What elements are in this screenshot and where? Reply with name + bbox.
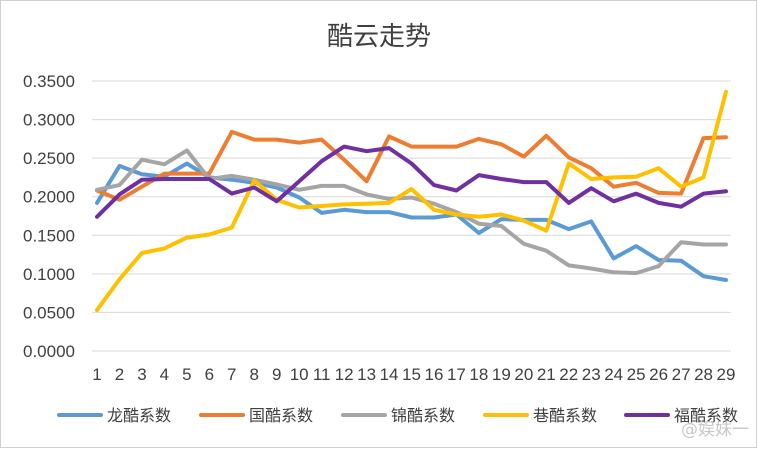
legend-label: 巷酷系数 <box>533 406 597 425</box>
legend-label: 福酷系数 <box>674 406 738 425</box>
x-tick-label: 18 <box>469 365 488 384</box>
x-tick-label: 6 <box>205 365 214 384</box>
x-tick-label: 7 <box>227 365 236 384</box>
series-lines <box>95 89 728 313</box>
x-tick-label: 17 <box>447 365 466 384</box>
x-tick-label: 15 <box>402 365 421 384</box>
x-tick-label: 10 <box>290 365 309 384</box>
x-axis-ticks: 1 2 3 4 5 6 7 8 9 10 11 12 13 14 15 16 17 18 19 20 21 22 23 24 2… <box>92 365 735 384</box>
y-tick-label: 0.3500 <box>23 72 75 91</box>
x-tick-label: 1 <box>92 365 101 384</box>
x-tick-label: 3 <box>137 365 146 384</box>
x-tick-label: 21 <box>537 365 556 384</box>
series-line-2 <box>95 129 728 202</box>
x-tick-label: 2 <box>115 365 124 384</box>
x-tick-label: 5 <box>182 365 191 384</box>
watermark: @娱妹一 <box>681 420 749 440</box>
x-tick-label: 27 <box>672 365 691 384</box>
x-tick-label: 14 <box>380 365 399 384</box>
x-tick-label: 20 <box>514 365 533 384</box>
x-tick-label: 22 <box>559 365 578 384</box>
y-tick-label: 0.2500 <box>23 149 75 168</box>
y-tick-label: 0.0500 <box>23 303 75 322</box>
x-tick-label: 12 <box>335 365 354 384</box>
x-tick-label: 8 <box>250 365 259 384</box>
x-tick-label: 29 <box>717 365 736 384</box>
legend-label: 锦酷系数 <box>391 406 455 425</box>
x-tick-label: 26 <box>649 365 668 384</box>
x-tick-label: 19 <box>492 365 511 384</box>
series-line-5 <box>95 144 728 219</box>
x-tick-label: 16 <box>425 365 444 384</box>
series-line-4 <box>95 89 728 313</box>
x-tick-label: 9 <box>272 365 281 384</box>
y-tick-label: 0.0000 <box>23 342 75 361</box>
x-tick-label: 24 <box>604 365 623 384</box>
x-tick-label: 11 <box>313 365 331 384</box>
x-tick-label: 28 <box>694 365 713 384</box>
legend-label: 国酷系数 <box>249 406 313 425</box>
x-tick-label: 13 <box>357 365 376 384</box>
legend: 龙酷系数 国酷系数 锦酷系数 巷酷系数 福酷系数 <box>57 406 738 425</box>
y-tick-label: 0.1500 <box>23 226 75 245</box>
y-axis-ticks: 0.0000 0.0500 0.1000 0.1500 0.2000 0.2500 0.30… <box>23 72 75 361</box>
chart-title: 酷云走势 <box>327 22 431 52</box>
y-tick-label: 0.2000 <box>23 188 75 207</box>
legend-label: 龙酷系数 <box>107 406 171 425</box>
x-tick-label: 23 <box>582 365 601 384</box>
y-tick-label: 0.1000 <box>23 265 75 284</box>
x-tick-label: 25 <box>627 365 646 384</box>
x-tick-label: 4 <box>160 365 169 384</box>
y-tick-label: 0.3000 <box>23 111 75 130</box>
series-line-3 <box>95 148 728 276</box>
